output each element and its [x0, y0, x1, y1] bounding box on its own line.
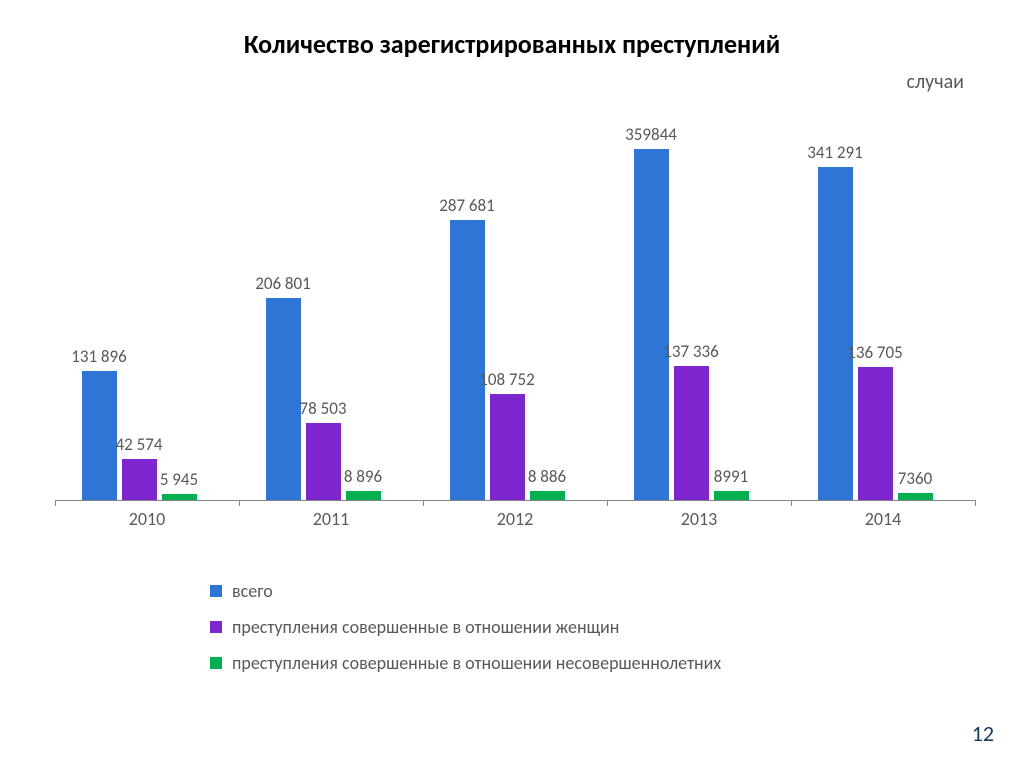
bar: [898, 493, 933, 500]
bar-value-label: 5 945: [119, 469, 239, 490]
bar: [818, 167, 853, 500]
legend-swatch: [210, 621, 222, 633]
legend: всего преступления совершенные в отношени…: [210, 580, 721, 688]
bar: [714, 491, 749, 500]
legend-swatch: [210, 585, 222, 597]
bar: [306, 423, 341, 500]
x-tick: [975, 500, 976, 506]
x-tick: [239, 500, 240, 506]
x-tick: [55, 500, 56, 506]
chart-title: Количество зарегистрированных преступлен…: [0, 28, 1024, 60]
bar-value-label: 8991: [671, 466, 791, 487]
bar-value-label: 206 801: [223, 273, 343, 294]
bar-value-label: 341 291: [775, 142, 895, 163]
bar-value-label: 8 896: [303, 466, 423, 487]
chart-subtitle: случаи: [907, 70, 964, 94]
x-axis: 20102011201220132014: [55, 500, 975, 540]
legend-item: преступления совершенные в отношении нес…: [210, 652, 721, 674]
bar-value-label: 7360: [855, 468, 975, 489]
bar-value-label: 8 886: [487, 466, 607, 487]
x-category-label: 2010: [55, 508, 239, 530]
bar-value-label: 108 752: [447, 369, 567, 390]
chart-container: Количество зарегистрированных преступлен…: [0, 0, 1024, 767]
bar-value-label: 359844: [591, 124, 711, 145]
x-category-label: 2014: [791, 508, 975, 530]
x-tick: [607, 500, 608, 506]
bar-value-label: 131 896: [39, 346, 159, 367]
bar: [530, 491, 565, 500]
legend-label: всего: [232, 580, 273, 602]
x-tick: [791, 500, 792, 506]
bar-value-label: 78 503: [263, 398, 383, 419]
legend-swatch: [210, 657, 222, 669]
bar-value-label: 287 681: [407, 195, 527, 216]
x-category-label: 2011: [239, 508, 423, 530]
legend-label: преступления совершенные в отношении нес…: [232, 652, 721, 674]
bar-value-label: 137 336: [631, 341, 751, 362]
legend-item: преступления совершенные в отношении жен…: [210, 616, 721, 638]
plot-area: 131 89642 5745 945206 80178 5038 896287 …: [55, 110, 975, 501]
legend-item: всего: [210, 580, 721, 602]
x-category-label: 2012: [423, 508, 607, 530]
x-category-label: 2013: [607, 508, 791, 530]
legend-label: преступления совершенные в отношении жен…: [232, 616, 619, 638]
bar: [634, 149, 669, 500]
bar: [450, 220, 485, 500]
page-number: 12: [972, 720, 994, 747]
bar-value-label: 42 574: [79, 434, 199, 455]
bar-value-label: 136 705: [815, 342, 935, 363]
x-tick: [423, 500, 424, 506]
bar: [346, 491, 381, 500]
